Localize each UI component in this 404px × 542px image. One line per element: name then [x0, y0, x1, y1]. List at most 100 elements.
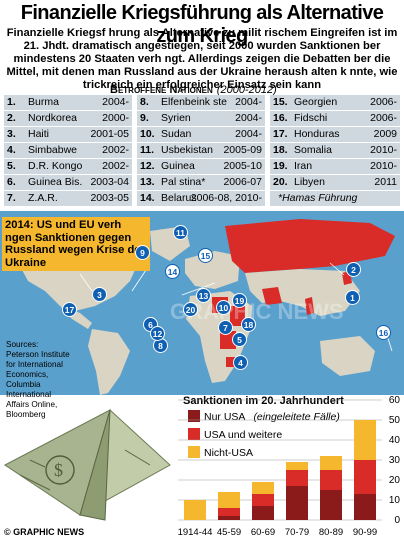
- y-tick-label: 30: [389, 455, 401, 466]
- country-number: 14.: [140, 192, 155, 204]
- bar-segment: [218, 492, 240, 508]
- europe-shape: [185, 251, 240, 289]
- bar-segment: [354, 494, 376, 520]
- map-marker-10: 10: [216, 300, 231, 315]
- y-tick-label: 20: [389, 475, 401, 486]
- country-name: Iran: [294, 160, 313, 172]
- country-number: 5.: [7, 160, 16, 172]
- dollar-sign-glyph: $: [54, 460, 63, 480]
- map-marker-2: 2: [346, 262, 361, 277]
- country-name: Nordkorea: [28, 112, 78, 124]
- map-marker-17: 17: [62, 302, 77, 317]
- country-cell: 4. Simbabwe 2002-: [4, 143, 132, 158]
- country-years: 2010-: [370, 144, 397, 156]
- russia-shape: [225, 219, 395, 273]
- country-cell: 6. Guinea Bis. 2003-04: [4, 175, 132, 190]
- x-tick-label: 90-99: [353, 527, 377, 538]
- country-years: 2004-: [235, 112, 262, 124]
- country-number: 18.: [273, 144, 288, 156]
- country-cell: 8. Elfenbeink ste 2004-: [137, 95, 265, 110]
- map-marker-3: 3: [92, 287, 107, 302]
- country-number: 9.: [140, 112, 149, 124]
- money-illustration: $: [0, 395, 175, 525]
- legend-swatch-non-us: [188, 446, 200, 458]
- country-cell: 15. Georgien 2006-: [270, 95, 400, 110]
- dollar-seal: [45, 455, 75, 485]
- country-cell: 1. Burma 2004-: [4, 95, 132, 110]
- country-name: Haiti: [28, 128, 50, 140]
- country-name: Sudan: [161, 128, 192, 140]
- bar-segment: [252, 494, 274, 506]
- country-name: Guinea Bis.: [28, 176, 83, 188]
- x-tick-label: 45-59: [217, 527, 241, 538]
- bar-segment: [320, 456, 342, 470]
- country-cell: 13. Pal stina* 2006-07: [137, 175, 265, 190]
- map-marker-11: 11: [173, 225, 188, 240]
- bar-segment: [354, 420, 376, 460]
- country-years: 2005-10: [223, 160, 262, 172]
- plane-body: [79, 409, 111, 521]
- map-marker-7: 7: [218, 320, 233, 335]
- map-marker-20: 20: [183, 302, 198, 317]
- country-number: 3.: [7, 128, 16, 140]
- section-years: (2000-2012): [216, 84, 277, 96]
- bar-segment: [218, 516, 240, 520]
- country-cell: 7. Z.A.R. 2003-05: [4, 191, 132, 206]
- banner-2014: 2014: US und EU verh ngen Sanktionen geg…: [2, 217, 150, 271]
- country-years: 2006-: [370, 112, 397, 124]
- bar-segment: [320, 490, 342, 520]
- map-marker-1: 1: [345, 290, 360, 305]
- country-name: Usbekistan: [161, 144, 213, 156]
- country-years: 2009: [373, 128, 397, 140]
- country-cell: 10. Sudan 2004-: [137, 127, 265, 142]
- sanctions-chart: 0 10 20 30 40 50 60 1914-44 45-59 60-69 70-79 80-89…: [178, 395, 401, 538]
- country-years: 2011: [374, 176, 397, 188]
- map-marker-19: 19: [232, 293, 247, 308]
- country-number: 17.: [273, 128, 288, 140]
- map-marker-14: 14: [165, 264, 180, 279]
- south-america-shape: [88, 329, 130, 395]
- sources-text: Sources: Peterson Institute for Internat…: [6, 340, 70, 419]
- country-years: 2006-07: [223, 176, 262, 188]
- bar-segment: [218, 508, 240, 516]
- country-name: Z.A.R.: [28, 192, 58, 204]
- map-marker-5: 5: [232, 332, 247, 347]
- y-tick-label: 60: [389, 395, 401, 406]
- bar-segment: [286, 470, 308, 486]
- bar-segment: [320, 470, 342, 490]
- country-years: 2006-: [370, 96, 397, 108]
- country-name: Simbabwe: [28, 144, 78, 156]
- section-title: Betroffene Nationen (2000-2012): [110, 84, 277, 96]
- country-grid: 1. Burma 2004- 2. Nordkorea 2000- 3. Haiti 2001-…: [4, 95, 400, 208]
- bar-segment: [252, 482, 274, 494]
- x-tick-label: 70-79: [285, 527, 309, 538]
- country-number: 12.: [140, 160, 155, 172]
- country-number: 7.: [7, 192, 16, 204]
- country-cell: 5. D.R. Kongo 2002-: [4, 159, 132, 174]
- australia-shape: [320, 336, 375, 376]
- country-number: 13.: [140, 176, 155, 188]
- intro-text: Finanzielle Kriegsf hrung als Alternativ…: [6, 27, 398, 91]
- country-years: 2006-08, 2010-: [190, 192, 262, 204]
- bill-decoration: [19, 449, 151, 491]
- country-number: 1.: [7, 96, 16, 108]
- y-tick-label: 40: [389, 435, 401, 446]
- country-years: 2004-: [235, 96, 262, 108]
- map-marker-13: 13: [196, 288, 211, 303]
- country-cell: 17. Honduras 2009: [270, 127, 400, 142]
- country-years: 2002-: [102, 160, 129, 172]
- country-name: Georgien: [294, 96, 338, 108]
- country-number: 8.: [140, 96, 149, 108]
- bar-segment: [286, 462, 308, 470]
- country-number: 11.: [140, 144, 155, 156]
- country-number: 20.: [273, 176, 288, 188]
- map-marker-16: 16: [376, 325, 391, 340]
- country-number: 19.: [273, 160, 288, 172]
- credit-text: © GRAPHIC NEWS: [4, 527, 85, 537]
- x-tick-label: 60-69: [251, 527, 275, 538]
- country-years: 2003-05: [90, 192, 129, 204]
- country-cell: 3. Haiti 2001-05: [4, 127, 132, 142]
- map-marker-15: 15: [198, 248, 213, 263]
- legend-non-us: Nicht-USA: [188, 446, 253, 459]
- page-title: Finanzielle Kriegsführung als Alternativ…: [20, 2, 384, 47]
